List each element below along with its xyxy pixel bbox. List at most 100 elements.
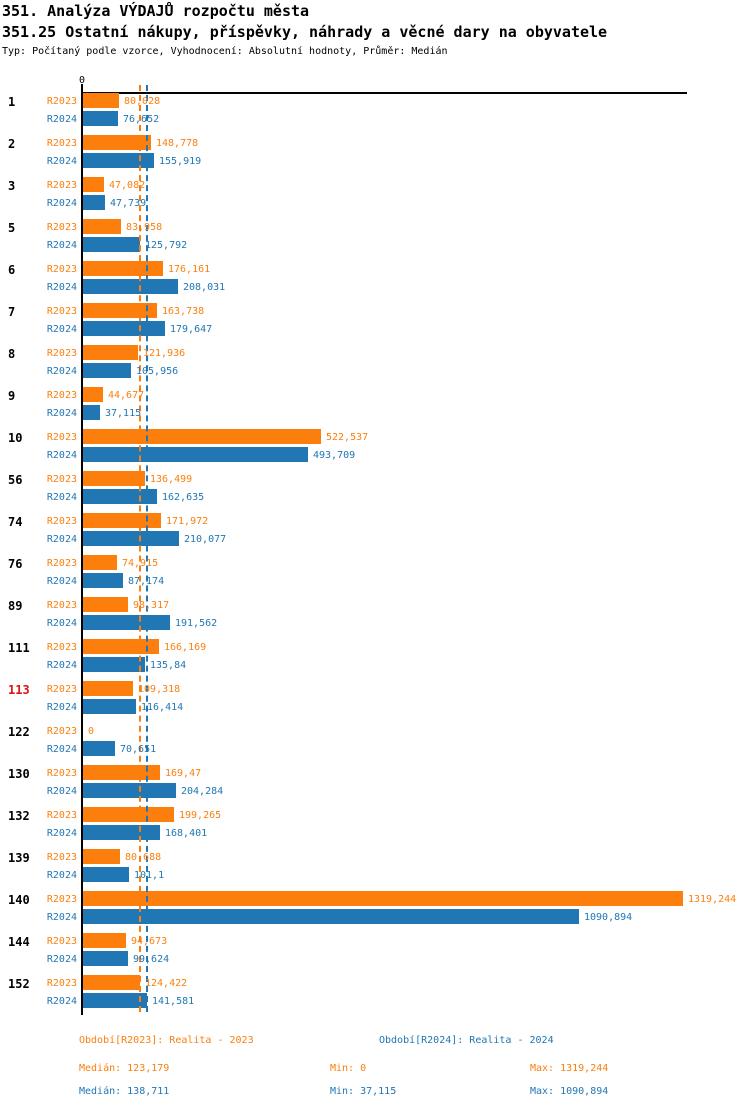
series-label-r2023-152: R2023 <box>46 978 77 989</box>
series-label-r2024-152: R2024 <box>46 996 77 1007</box>
legend-min-r2023: Min: 0 <box>330 1063 367 1074</box>
series-label-r2024-130: R2024 <box>46 786 77 797</box>
bar-r2024-132 <box>83 825 160 840</box>
bar-value-r2024-74: 210,077 <box>184 534 227 545</box>
bar-value-r2023-74: 171,972 <box>166 516 209 527</box>
report-subtitle-indicator: 351.25 Ostatní nákupy, příspěvky, náhrad… <box>2 23 608 41</box>
bar-value-r2023-10: 522,537 <box>326 432 369 443</box>
legend-median-r2024: Medián: 138,711 <box>79 1086 170 1097</box>
category-label-144: 144 <box>8 935 30 949</box>
bar-r2024-122 <box>83 741 115 756</box>
bar-value-r2024-152: 141,581 <box>152 996 195 1007</box>
bar-r2023-140 <box>83 891 683 906</box>
bar-r2024-10 <box>83 447 308 462</box>
series-label-r2023-132: R2023 <box>46 810 77 821</box>
bar-value-r2024-76: 87,174 <box>128 576 165 587</box>
bar-value-r2023-130: 169,47 <box>165 768 202 779</box>
bar-r2023-10 <box>83 429 321 444</box>
category-label-56: 56 <box>8 473 23 487</box>
bar-r2023-132 <box>83 807 174 822</box>
series-label-r2024-132: R2024 <box>46 828 77 839</box>
series-label-r2023-130: R2023 <box>46 768 77 779</box>
category-label-152: 152 <box>8 977 30 991</box>
median-line-r2023 <box>139 85 141 1012</box>
bar-r2023-1 <box>83 93 119 108</box>
bar-value-r2024-139: 101,1 <box>134 870 165 881</box>
series-label-r2023-140: R2023 <box>46 894 77 905</box>
series-label-r2024-5: R2024 <box>46 240 77 251</box>
bar-r2024-8 <box>83 363 131 378</box>
series-label-r2023-10: R2023 <box>46 432 77 443</box>
bar-value-r2023-9: 44,677 <box>108 390 145 401</box>
series-label-r2023-3: R2023 <box>46 180 77 191</box>
bar-r2023-139 <box>83 849 120 864</box>
bar-value-r2024-7: 179,647 <box>170 324 213 335</box>
bar-r2024-56 <box>83 489 157 504</box>
bar-value-r2023-144: 94,673 <box>131 936 168 947</box>
bar-value-r2024-6: 208,031 <box>183 282 226 293</box>
series-label-r2024-144: R2024 <box>46 954 77 965</box>
bar-r2024-130 <box>83 783 176 798</box>
bar-value-r2023-152: 124,422 <box>145 978 188 989</box>
category-label-140: 140 <box>8 893 30 907</box>
series-label-r2023-8: R2023 <box>46 348 77 359</box>
bar-r2024-89 <box>83 615 170 630</box>
category-label-8: 8 <box>8 347 16 361</box>
bar-r2023-76 <box>83 555 117 570</box>
bar-value-r2023-1: 80,028 <box>124 96 161 107</box>
bar-value-r2024-3: 47,739 <box>110 198 147 209</box>
series-label-r2024-113: R2024 <box>46 702 77 713</box>
category-label-9: 9 <box>8 389 16 403</box>
series-label-r2023-111: R2023 <box>46 642 77 653</box>
bar-value-r2024-56: 162,635 <box>162 492 205 503</box>
bar-r2024-144 <box>83 951 128 966</box>
bar-r2024-74 <box>83 531 179 546</box>
bar-value-r2023-76: 74,915 <box>122 558 159 569</box>
legend-period-r2023: Období[R2023]: Realita - 2023 <box>79 1035 254 1046</box>
bar-value-r2023-6: 176,161 <box>168 264 211 275</box>
series-label-r2023-6: R2023 <box>46 264 77 275</box>
bar-r2024-76 <box>83 573 123 588</box>
bar-value-r2023-132: 199,265 <box>179 810 222 821</box>
bar-r2023-7 <box>83 303 157 318</box>
series-label-r2024-8: R2024 <box>46 366 77 377</box>
bar-value-r2023-140: 1319,244 <box>688 894 737 905</box>
series-label-r2023-7: R2023 <box>46 306 77 317</box>
category-label-3: 3 <box>8 179 16 193</box>
series-label-r2024-111: R2024 <box>46 660 77 671</box>
category-label-5: 5 <box>8 221 16 235</box>
bar-r2023-8 <box>83 345 138 360</box>
series-label-r2024-139: R2024 <box>46 870 77 881</box>
category-label-111: 111 <box>8 641 30 655</box>
bar-value-r2023-2: 148,778 <box>156 138 199 149</box>
series-label-r2024-3: R2024 <box>46 198 77 209</box>
series-label-r2023-5: R2023 <box>46 222 77 233</box>
series-label-r2023-56: R2023 <box>46 474 77 485</box>
series-label-r2024-7: R2024 <box>46 324 77 335</box>
bar-r2024-113 <box>83 699 136 714</box>
bar-r2024-139 <box>83 867 129 882</box>
series-label-r2024-10: R2024 <box>46 450 77 461</box>
legend-max-r2024: Max: 1090,894 <box>530 1086 609 1097</box>
bar-value-r2024-122: 70,651 <box>120 744 157 755</box>
bar-r2024-1 <box>83 111 118 126</box>
legend-median-r2023: Medián: 123,179 <box>79 1063 170 1074</box>
bar-value-r2023-139: 80,688 <box>125 852 162 863</box>
report-title: 351. Analýza VÝDAJŮ rozpočtu města <box>2 2 310 20</box>
legend-max-r2023: Max: 1319,244 <box>530 1063 609 1074</box>
series-label-r2023-2: R2023 <box>46 138 77 149</box>
bar-r2024-7 <box>83 321 165 336</box>
bar-r2024-5 <box>83 237 140 252</box>
series-label-r2023-139: R2023 <box>46 852 77 863</box>
report-meta-line: Typ: Počítaný podle vzorce, Vyhodnocení:… <box>2 46 448 57</box>
bar-r2024-111 <box>83 657 145 672</box>
bar-r2023-74 <box>83 513 161 528</box>
category-label-122: 122 <box>8 725 30 739</box>
series-label-r2024-89: R2024 <box>46 618 77 629</box>
bar-value-r2024-1: 76,652 <box>123 114 160 125</box>
series-label-r2024-2: R2024 <box>46 156 77 167</box>
series-label-r2024-74: R2024 <box>46 534 77 545</box>
bar-r2023-56 <box>83 471 145 486</box>
series-label-r2023-76: R2023 <box>46 558 77 569</box>
axis-zero-label: 0 <box>78 75 86 86</box>
